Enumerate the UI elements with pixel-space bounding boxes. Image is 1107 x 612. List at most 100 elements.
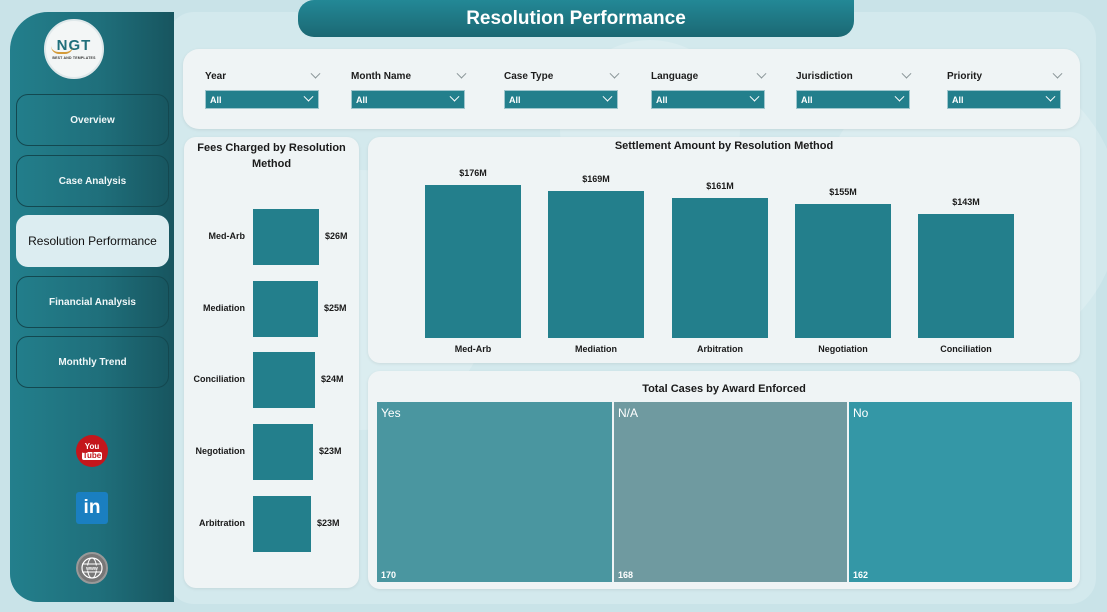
tile-count: 170 xyxy=(381,570,397,580)
filter-label: Language xyxy=(651,70,699,82)
globe-icon: www xyxy=(81,557,103,579)
bar-column[interactable]: $155M Negotiation xyxy=(795,187,891,354)
tile-count: 168 xyxy=(618,570,634,580)
bar[interactable] xyxy=(918,214,1014,338)
nav-overview[interactable]: Overview xyxy=(16,94,169,146)
nav-label: Monthly Trend xyxy=(58,356,127,368)
page-title-text: Resolution Performance xyxy=(466,7,686,29)
chevron-down-icon xyxy=(894,91,905,102)
bar[interactable] xyxy=(253,281,318,337)
settlement-amount-chart: Settlement Amount by Resolution Method $… xyxy=(368,137,1080,363)
filter-priority: Priority All xyxy=(947,68,1063,109)
priority-dropdown[interactable]: All xyxy=(947,90,1061,109)
dropdown-value: All xyxy=(356,94,368,105)
bar[interactable] xyxy=(253,496,311,552)
bar-value: $23M xyxy=(319,446,342,456)
jurisdiction-dropdown[interactable]: All xyxy=(796,90,910,109)
chevron-down-icon[interactable] xyxy=(1052,68,1063,79)
tile-count: 162 xyxy=(853,570,869,580)
ngt-logo[interactable]: NGT BEST AND TEMPLATES xyxy=(44,19,104,79)
logo-subtitle: BEST AND TEMPLATES xyxy=(52,56,96,60)
year-dropdown[interactable]: All xyxy=(205,90,319,109)
bar-label: Arbitration xyxy=(199,518,245,528)
bar[interactable] xyxy=(795,204,891,338)
dropdown-value: All xyxy=(210,94,222,105)
treemap-tile-yes[interactable]: Yes 170 xyxy=(377,402,612,582)
chart-title: Total Cases by Award Enforced xyxy=(642,383,806,395)
logo-swoosh-icon xyxy=(50,46,73,54)
treemap-tile-no[interactable]: No 162 xyxy=(849,402,1072,582)
chart-title: Settlement Amount by Resolution Method xyxy=(614,140,834,152)
nav-financial-analysis[interactable]: Financial Analysis xyxy=(16,276,169,328)
tile-label: N/A xyxy=(618,406,639,420)
youtube-text: You xyxy=(84,441,100,451)
nav-resolution-performance[interactable]: Resolution Performance xyxy=(16,215,169,267)
chart-title: Fees Charged by Resolution Method xyxy=(197,142,346,170)
logo-text: NGT xyxy=(50,38,92,54)
bar-column[interactable]: $169M Mediation xyxy=(548,174,644,354)
bar-value: $24M xyxy=(321,374,344,384)
bar-row[interactable]: Conciliation $24M xyxy=(184,352,359,408)
chevron-down-icon[interactable] xyxy=(901,68,912,79)
nav-label: Financial Analysis xyxy=(49,296,136,308)
bar-row[interactable]: Negotiation $23M xyxy=(184,424,359,480)
youtube-icon[interactable]: You Tube xyxy=(76,435,108,467)
chevron-down-icon[interactable] xyxy=(756,68,767,79)
chevron-down-icon xyxy=(1045,91,1056,102)
filter-label: Priority xyxy=(947,70,983,82)
bar-column[interactable]: $143M Conciliation xyxy=(918,197,1014,354)
bar-value: $176M xyxy=(459,168,487,178)
case-type-dropdown[interactable]: All xyxy=(504,90,618,109)
bar-label: Med-Arb xyxy=(208,231,246,241)
bar-value: $143M xyxy=(952,197,980,207)
filter-label: Month Name xyxy=(351,70,411,82)
bar-label: Conciliation xyxy=(193,374,246,384)
bar-row[interactable]: Mediation $25M xyxy=(184,281,359,337)
bar-row[interactable]: Med-Arb $26M xyxy=(184,209,359,265)
bar-value: $155M xyxy=(829,187,857,197)
month-name-dropdown[interactable]: All xyxy=(351,90,465,109)
nav-monthly-trend[interactable]: Monthly Trend xyxy=(16,336,169,388)
bar[interactable] xyxy=(253,352,315,408)
language-dropdown[interactable]: All xyxy=(651,90,765,109)
svg-text:www: www xyxy=(85,566,98,572)
bar-category: Conciliation xyxy=(940,344,992,354)
bar-value: $25M xyxy=(324,303,347,313)
bar-value: $169M xyxy=(582,174,610,184)
chevron-down-icon[interactable] xyxy=(609,68,620,79)
bar[interactable] xyxy=(672,198,768,338)
filter-case-type: Case Type All xyxy=(504,68,620,109)
bar-row[interactable]: Arbitration $23M xyxy=(184,496,359,552)
bar-value: $23M xyxy=(317,518,340,528)
filter-language: Language All xyxy=(651,68,767,109)
dropdown-value: All xyxy=(509,94,521,105)
bar-label: Negotiation xyxy=(195,446,246,456)
bar-column[interactable]: $161M Arbitration xyxy=(672,181,768,354)
nav-label: Overview xyxy=(70,114,115,126)
dropdown-value: All xyxy=(656,94,668,105)
tile-label: Yes xyxy=(381,406,401,420)
filter-month-name: Month Name All xyxy=(351,68,467,109)
bar[interactable] xyxy=(253,209,319,265)
globe-www-icon[interactable]: www xyxy=(76,552,108,584)
chevron-down-icon xyxy=(602,91,613,102)
chevron-down-icon xyxy=(449,91,460,102)
bar[interactable] xyxy=(548,191,644,338)
linkedin-icon[interactable]: in xyxy=(76,492,108,524)
award-enforced-treemap: Total Cases by Award Enforced Yes 170 N/… xyxy=(368,371,1080,589)
chevron-down-icon[interactable] xyxy=(310,68,321,79)
chevron-down-icon[interactable] xyxy=(456,68,467,79)
nav-case-analysis[interactable]: Case Analysis xyxy=(16,155,169,207)
bar-value: $161M xyxy=(706,181,734,191)
bar[interactable] xyxy=(253,424,313,480)
bar-column[interactable]: $176M Med-Arb xyxy=(425,168,521,354)
dropdown-value: All xyxy=(952,94,964,105)
filter-label: Case Type xyxy=(504,70,554,82)
bar-value: $26M xyxy=(325,231,348,241)
bar[interactable] xyxy=(425,185,521,338)
bar-category: Med-Arb xyxy=(454,344,492,354)
dropdown-value: All xyxy=(801,94,813,105)
chevron-down-icon xyxy=(303,91,314,102)
page-title: Resolution Performance xyxy=(298,0,854,37)
treemap-tile-na[interactable]: N/A 168 xyxy=(614,402,847,582)
